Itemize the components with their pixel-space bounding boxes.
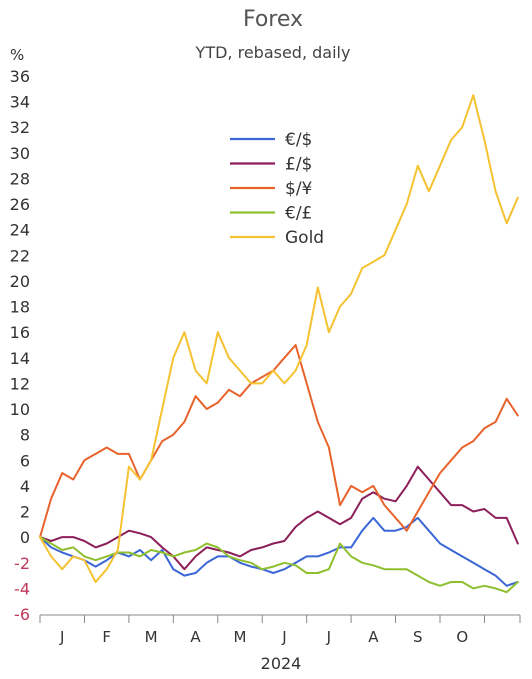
y-tick-label: 36 [10,67,30,86]
legend-label: €/£ [285,204,312,224]
legend-label: Gold [285,228,324,248]
y-tick-label: 8 [20,426,30,445]
y-tick-label: 26 [10,195,30,214]
x-axis-year-label: 2024 [261,654,302,673]
legend-label: $/¥ [285,179,313,199]
y-tick-label: 32 [10,118,30,137]
x-tick-label: M [145,628,158,646]
y-tick-label: -6 [14,605,30,624]
series-line [39,344,519,539]
y-tick-label: 10 [10,400,30,419]
legend-label: €/$ [285,130,312,150]
y-tick-label: 16 [10,323,30,342]
y-tick-label: 28 [10,169,30,188]
y-tick-label: 0 [20,528,30,547]
x-tick-label: A [368,628,379,646]
series-lines [39,94,519,594]
y-tick-label: 14 [10,349,30,368]
y-tick-label: 4 [20,477,30,496]
y-axis-unit: % [10,46,24,64]
x-tick-label: A [190,628,201,646]
x-tick-label: J [281,628,286,646]
x-tick-label: J [326,628,331,646]
y-tick-label: 2 [20,503,30,522]
chart-title: Forex [243,7,303,32]
x-tick-label: M [234,628,247,646]
y-tick-label: 12 [10,374,30,393]
y-tick-label: 24 [10,221,30,240]
x-tick-label: F [102,628,111,646]
chart-subtitle: YTD, rebased, daily [195,43,351,62]
y-tick-label: -2 [14,554,30,573]
series-line [39,94,519,583]
y-tick-label: 30 [10,144,30,163]
x-tick-label: O [456,628,468,646]
series-line [39,516,519,587]
y-tick-label: 6 [20,451,30,470]
legend: €/$ £/$ $/¥ €/£ Gold [230,130,324,248]
y-tick-label: 18 [10,298,30,317]
y-tick-label: 22 [10,246,30,265]
legend-label: £/$ [285,155,312,175]
series-line [39,536,519,594]
y-tick-label: 20 [10,272,30,291]
x-tick-label: J [59,628,64,646]
y-tick-label: -4 [14,579,30,598]
x-tick-label: S [413,628,423,646]
y-tick-label: 34 [10,93,30,112]
